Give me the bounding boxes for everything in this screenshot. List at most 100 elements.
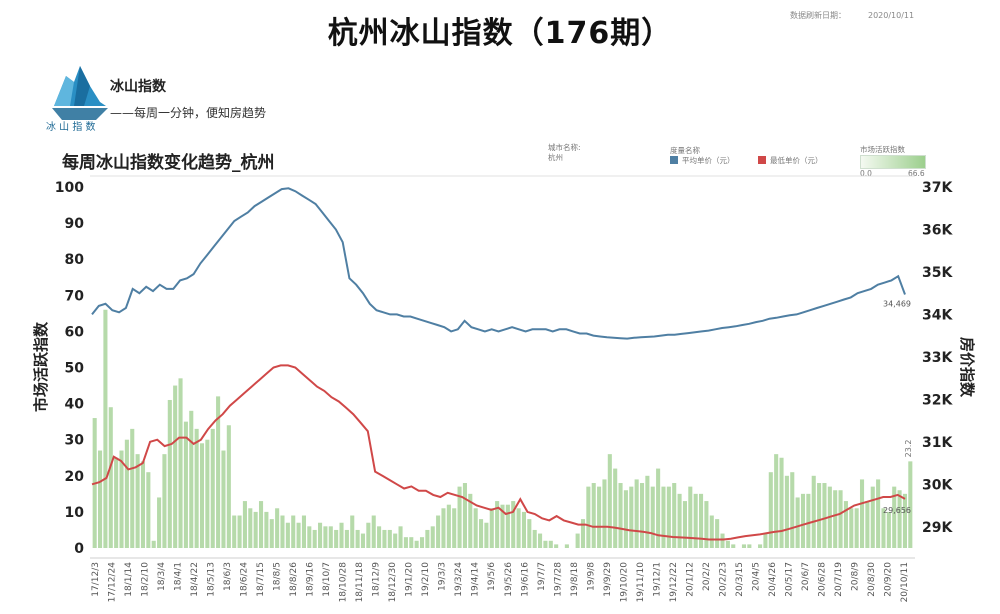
activity-bar <box>242 501 247 548</box>
activity-bar <box>495 501 500 548</box>
x-tick-label: 19/8/18 <box>570 562 580 597</box>
activity-bar <box>462 483 467 548</box>
x-tick-label: 20/9/20 <box>884 562 894 597</box>
left-tick-label: 90 <box>65 216 85 232</box>
left-tick-label: 60 <box>65 324 85 340</box>
x-tick-label: 18/3/4 <box>157 562 167 591</box>
x-tick-label: 20/8/9 <box>851 562 861 591</box>
activity-bar <box>409 537 414 548</box>
right-tick-label: 35K <box>922 265 953 281</box>
right-axis-ticks: 29K 30K 31K 32K 33K 34K 35K 36K 37K <box>922 180 953 536</box>
activity-bar <box>425 529 430 548</box>
activity-bar <box>725 540 730 548</box>
activity-bar <box>543 540 548 548</box>
activity-bar <box>108 407 113 548</box>
activity-bar <box>291 515 296 548</box>
refresh-value: 2020/10/11 <box>868 11 915 20</box>
activity-bar <box>747 544 752 548</box>
activity-bar <box>312 529 317 548</box>
activity-bar <box>301 515 306 548</box>
activity-bar <box>704 501 709 548</box>
activity-bar <box>430 526 435 548</box>
activity-bar <box>886 511 891 548</box>
brand-name: 冰山指数 <box>110 79 166 95</box>
right-tick-label: 37K <box>922 180 953 196</box>
activity-bar <box>656 468 661 548</box>
x-tick-label: 20/2/23 <box>718 562 728 597</box>
x-tick-label: 19/5/26 <box>504 562 514 597</box>
left-tick-label: 30 <box>65 433 85 449</box>
activity-bar <box>98 450 103 548</box>
activity-bar <box>602 479 607 548</box>
activity-bar <box>500 504 505 548</box>
left-tick-label: 10 <box>65 505 85 521</box>
activity-bar <box>806 493 811 548</box>
activity-bar <box>741 544 747 548</box>
activity-bar <box>457 486 462 548</box>
x-tick-label: 19/12/22 <box>669 562 679 602</box>
right-tick-label: 29K <box>922 520 953 536</box>
activity-bar <box>221 450 226 548</box>
activity-bars <box>92 309 913 548</box>
x-tick-label: 20/8/30 <box>867 562 877 597</box>
activity-bar <box>650 486 655 548</box>
legend-activity-label: 市场活跃指数 <box>860 145 905 154</box>
activity-bar <box>377 526 382 548</box>
activity-bar <box>511 501 516 548</box>
x-tick-label: 20/3/15 <box>735 562 745 597</box>
activity-bar <box>479 519 484 548</box>
activity-bar <box>473 508 478 548</box>
legend-min-label: 最低单价（元） <box>770 156 823 165</box>
activity-bar <box>216 396 221 548</box>
right-tick-label: 32K <box>922 392 953 408</box>
min-price-line <box>91 364 906 541</box>
refresh-date: 数据刷新日期： 2020/10/11 <box>790 10 936 21</box>
activity-bar <box>307 526 312 548</box>
activity-bar <box>226 425 231 548</box>
activity-bar <box>173 385 178 548</box>
x-tick-label: 20/6/28 <box>817 562 827 597</box>
x-tick-label: 18/1/14 <box>124 562 134 597</box>
activity-bar <box>645 475 650 548</box>
activity-bar <box>854 508 859 548</box>
activity-bar <box>661 486 666 548</box>
activity-bar <box>699 493 704 548</box>
legend-avg-swatch <box>670 156 678 164</box>
activity-bar <box>677 493 682 548</box>
activity-bar <box>666 486 671 548</box>
legend-min: 最低单价（元） <box>758 156 823 166</box>
activity-bar <box>194 428 199 548</box>
logo-text: 冰 山 指 数 <box>46 120 96 132</box>
activity-bar <box>774 454 779 548</box>
activity-bar <box>586 486 591 548</box>
activity-bar <box>720 533 725 548</box>
page-title: 杭州冰山指数（176期） <box>327 16 673 51</box>
x-tick-label: 17/12/3 <box>91 562 101 597</box>
x-tick-label: 17/12/24 <box>108 562 118 603</box>
activity-bar <box>715 519 720 548</box>
activity-bar <box>629 486 634 548</box>
activity-bar <box>318 522 323 548</box>
activity-bar <box>371 515 376 548</box>
activity-bar <box>784 475 789 548</box>
activity-bar <box>892 486 897 548</box>
activity-bar <box>296 522 301 548</box>
left-tick-label: 20 <box>65 469 85 485</box>
city-filter[interactable]: 城市名称: 杭州 <box>548 143 581 163</box>
x-tick-label: 18/8/5 <box>273 562 283 591</box>
x-tick-label: 20/5/17 <box>784 562 794 597</box>
activity-bar <box>822 483 827 548</box>
activity-bar <box>838 490 843 548</box>
activity-bar <box>634 479 639 548</box>
activity-bar <box>382 529 387 548</box>
activity-bar <box>258 501 264 548</box>
legend-measure: 度量名称 平均单价（元） <box>670 146 735 166</box>
activity-bar <box>682 501 687 548</box>
x-tick-label: 18/11/18 <box>355 562 365 603</box>
right-tick-label: 31K <box>922 435 953 451</box>
activity-bar <box>795 497 800 548</box>
activity-bar <box>334 529 339 548</box>
left-tick-label: 0 <box>74 541 84 557</box>
legend-avg-label: 平均单价（元） <box>682 156 735 165</box>
activity-bar <box>489 508 494 548</box>
